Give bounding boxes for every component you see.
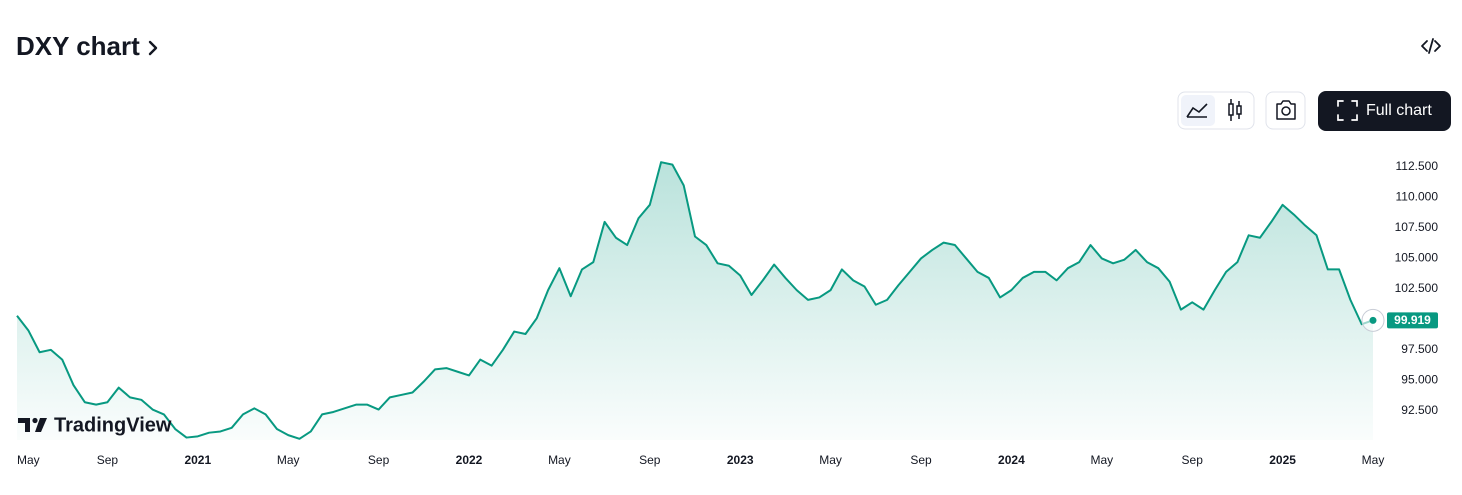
snapshot-button[interactable] [1265,91,1306,130]
line-style-icon [1186,103,1208,118]
x-tick-label: May [819,453,842,467]
last-price-tag [1387,312,1438,329]
x-tick-label: 2022 [456,453,483,467]
last-price-label: 99.919 [1394,313,1431,327]
x-tick-label: Sep [639,453,661,467]
x-tick-label: 2024 [998,453,1025,467]
price-line [16,161,1374,440]
x-tick-label: Sep [368,453,390,467]
area-fill [17,162,1373,440]
plot-area: 92.50095.00097.500100.000102.500105.0001… [16,159,1439,467]
candle-style-button[interactable] [1228,99,1242,121]
x-tick-label: Sep [1182,453,1204,467]
widget-title[interactable]: DXY chart [16,31,140,61]
tradingview-logo[interactable]: TradingView [18,414,172,436]
x-tick-label: Sep [97,453,119,467]
x-tick-label: May [1362,453,1385,467]
x-tick-label: May [548,453,571,467]
x-tick-label: 2025 [1269,453,1296,467]
full-chart-label[interactable]: Full chart [1366,102,1432,119]
y-tick-label: 92.500 [1401,403,1438,417]
x-tick-label: 2023 [727,453,754,467]
full-chart-button[interactable]: Full chart [1318,91,1451,131]
y-tick-label: 105.000 [1395,251,1439,265]
x-tick-label: Sep [910,453,932,467]
embed-button[interactable] [1421,38,1441,54]
y-tick-label: 97.500 [1401,342,1438,356]
x-tick-label: May [277,453,300,467]
last-point [1369,316,1377,324]
title-chevron[interactable] [148,40,158,56]
x-tick-label: 2021 [184,453,211,467]
x-tick-label: May [1090,453,1113,467]
y-tick-label: 112.500 [1396,159,1439,173]
x-tick-label: May [17,453,40,467]
y-tick-label: 102.500 [1395,281,1439,295]
y-tick-label: 110.000 [1396,190,1439,204]
y-tick-label: 95.000 [1401,372,1438,386]
y-tick-label: 107.500 [1395,220,1439,234]
chart-style-toggle [1177,91,1255,130]
brand-name[interactable]: TradingView [54,414,172,436]
